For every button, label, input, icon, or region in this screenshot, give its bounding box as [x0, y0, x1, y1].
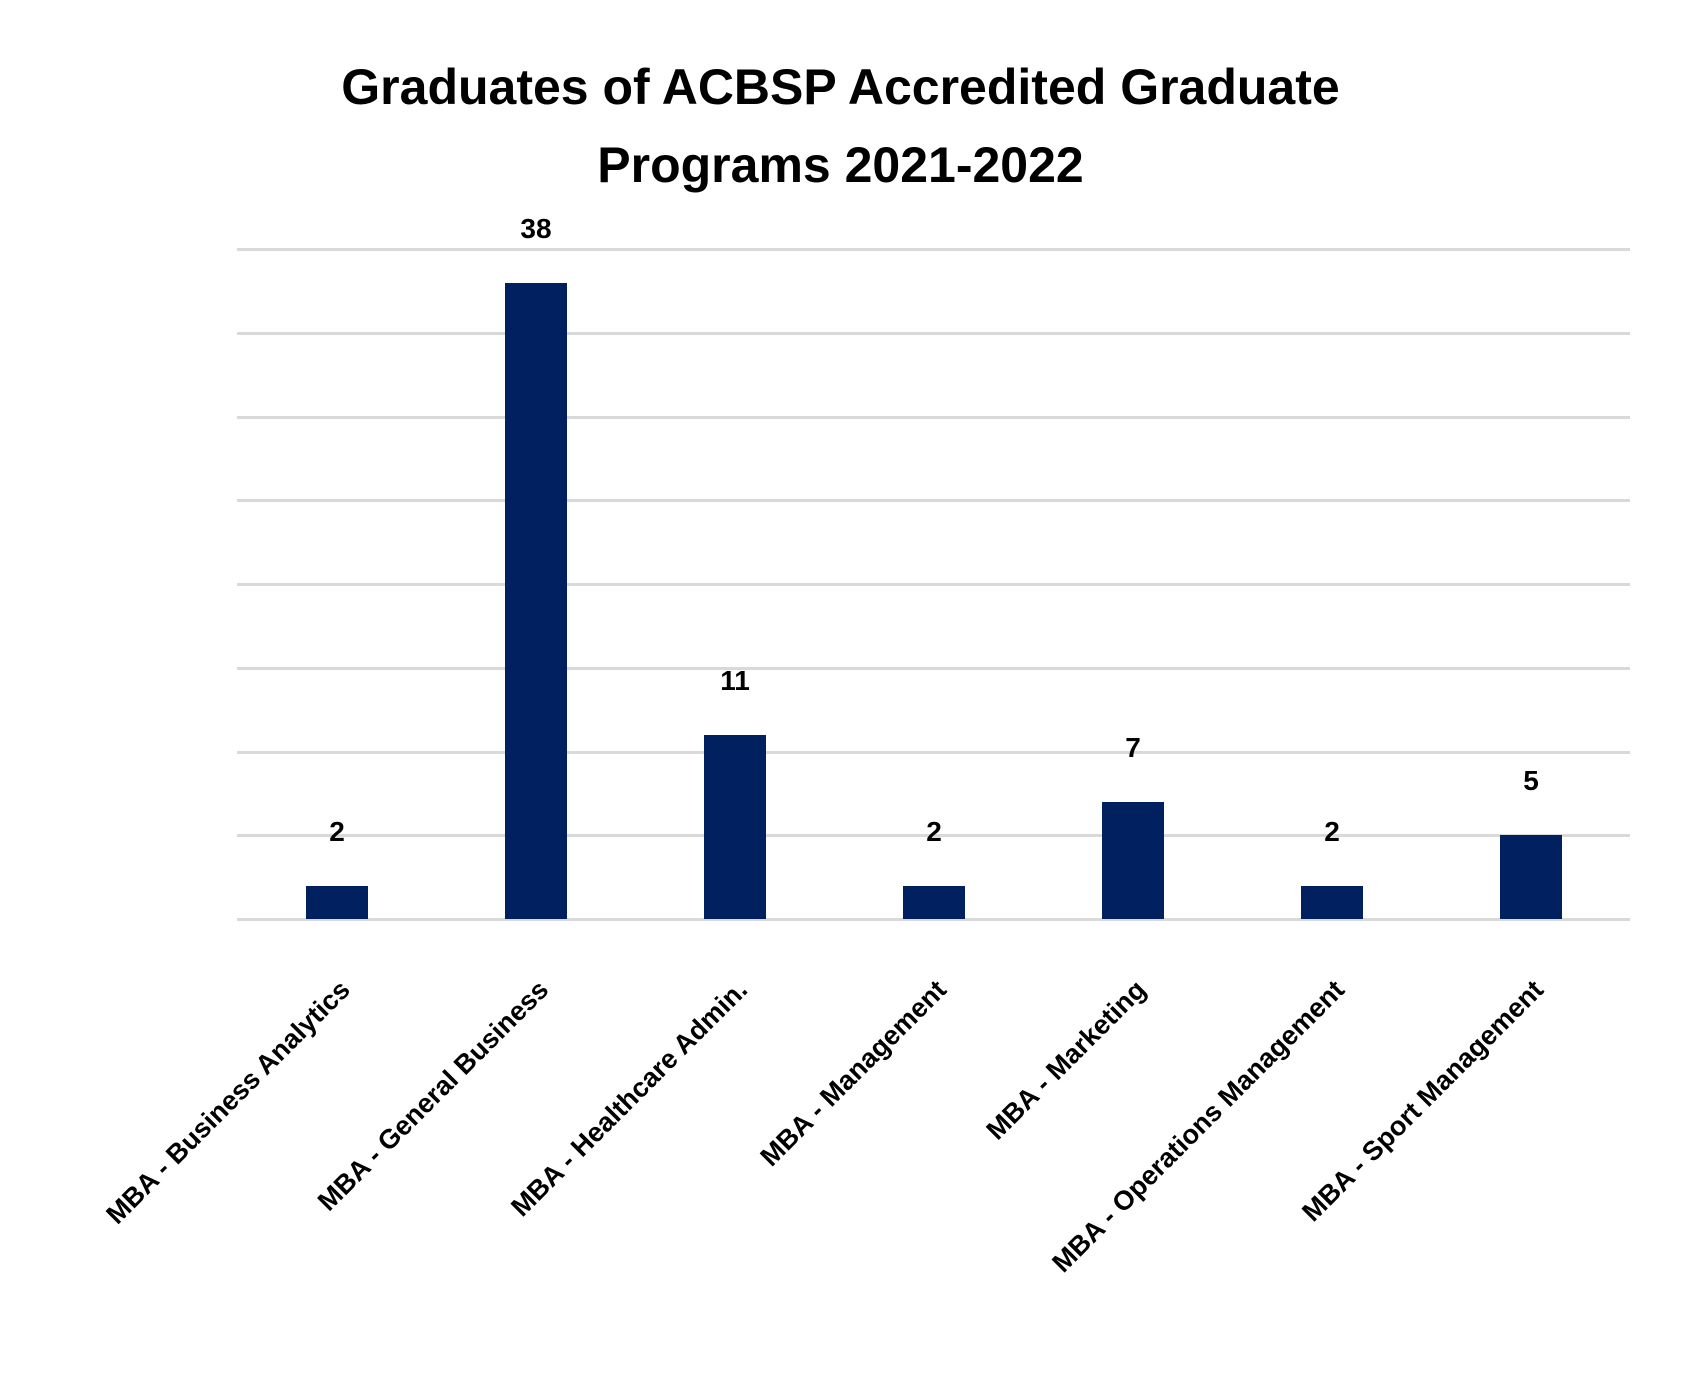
- x-axis-tick-label: MBA - General Business: [311, 974, 555, 1217]
- data-label: 5: [1523, 765, 1539, 797]
- data-label: 38: [520, 212, 552, 244]
- data-label: 2: [926, 815, 942, 847]
- bar: [1102, 801, 1164, 919]
- bar: [1500, 835, 1562, 919]
- gridline: [237, 666, 1630, 670]
- chart-title-line-2: Programs 2021-2022: [597, 137, 1084, 193]
- data-label: 11: [720, 664, 750, 696]
- x-axis-tick-label: MBA - Sport Management: [1296, 974, 1550, 1228]
- x-axis-tick-label: MBA - Management: [754, 974, 953, 1173]
- gridline: [237, 499, 1630, 503]
- gridline: [237, 331, 1630, 335]
- gridline: [237, 834, 1630, 838]
- bar: [704, 734, 766, 919]
- gridline: [237, 248, 1630, 251]
- x-axis-baseline: [237, 918, 1630, 921]
- gridline: [237, 583, 1630, 586]
- bar: [505, 282, 567, 919]
- data-label: 2: [1324, 815, 1340, 847]
- bar: [903, 885, 965, 919]
- data-label: 2: [329, 815, 345, 847]
- chart-title-line-1: Graduates of ACBSP Accredited Graduate: [341, 59, 1340, 115]
- chart-title: Graduates of ACBSP Accredited Graduate P…: [0, 48, 1681, 204]
- bar: [306, 885, 368, 919]
- gridline: [237, 415, 1630, 419]
- gridline: [237, 750, 1630, 754]
- x-axis-tick-label: MBA - Healthcare Admin.: [505, 974, 754, 1223]
- x-axis-tick-label: MBA - Marketing: [980, 974, 1152, 1146]
- bar: [1301, 885, 1363, 919]
- data-label: 7: [1125, 731, 1141, 763]
